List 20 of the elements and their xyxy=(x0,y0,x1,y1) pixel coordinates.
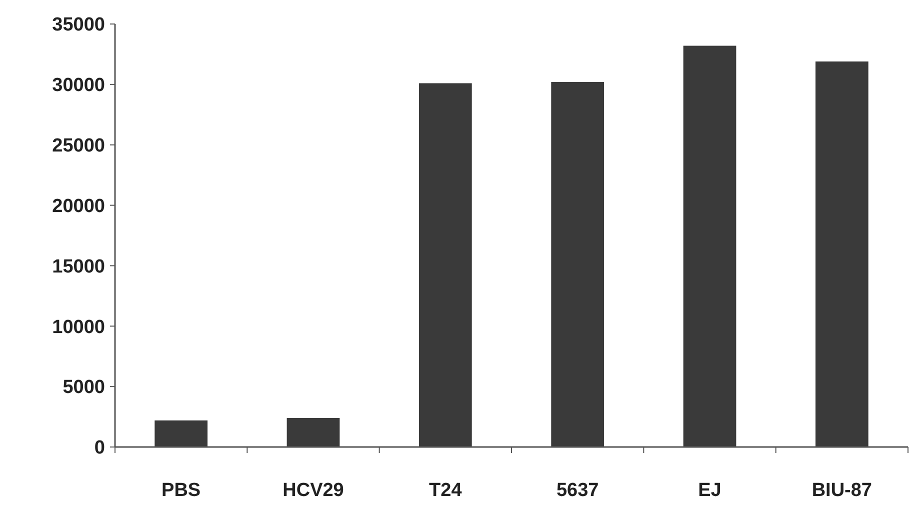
x-tick-label: HCV29 xyxy=(282,480,344,501)
x-tick-label: PBS xyxy=(162,480,201,501)
y-tick-label: 30000 xyxy=(52,75,105,96)
y-tick-label: 10000 xyxy=(52,316,105,338)
y-tick-label: 5000 xyxy=(62,377,105,398)
bar xyxy=(551,82,604,447)
x-tick-label: BIU-87 xyxy=(812,480,872,501)
y-tick-label: 0 xyxy=(94,438,105,459)
bar xyxy=(815,61,868,447)
x-tick-label: T24 xyxy=(429,480,462,501)
y-tick-label: 20000 xyxy=(52,196,105,217)
bar xyxy=(418,83,472,447)
x-tick-label: EJ xyxy=(698,480,722,501)
bar xyxy=(286,418,340,447)
bar xyxy=(683,46,736,447)
y-tick-label: 35000 xyxy=(52,14,105,36)
y-tick-label: 25000 xyxy=(52,136,105,157)
y-tick-label: 15000 xyxy=(52,256,105,278)
bar xyxy=(154,420,208,447)
x-tick-label: 5637 xyxy=(556,480,599,501)
